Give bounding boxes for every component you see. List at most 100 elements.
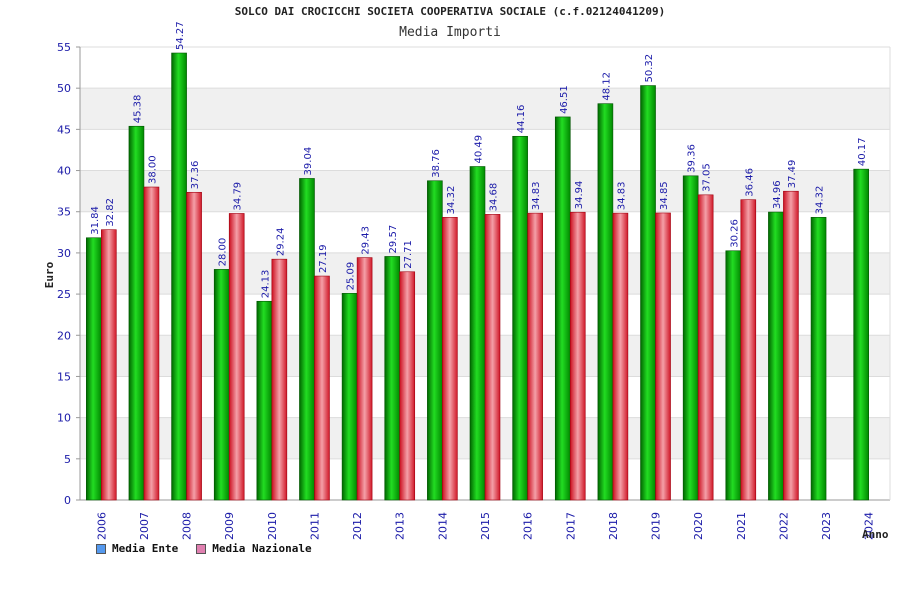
bar-media-ente [810,217,827,501]
data-label: 34.83 [531,181,542,210]
x-tick-label: 2021 [735,512,748,540]
data-label: 34.85 [659,181,670,210]
data-label: 39.36 [687,144,698,173]
bar-media-ente [86,237,102,501]
bar-media-ente [213,269,230,501]
data-label: 38.76 [431,149,442,178]
data-label: 37.49 [787,160,798,189]
y-axis-label: Euro [43,261,56,288]
bar-media-ente [256,300,273,501]
y-tick-label: 50 [57,82,71,95]
data-label: 32.82 [105,198,116,227]
y-tick-label: 0 [64,494,71,507]
bar-media-nazionale [484,214,501,501]
bar-media-nazionale [186,191,202,501]
bar-media-ente [469,166,486,501]
data-label: 50.32 [644,54,655,83]
y-tick-label: 25 [57,288,71,301]
data-label: 34.83 [616,181,627,210]
x-tick-label: 2016 [522,512,535,540]
legend: Media Ente Media Nazionale [96,542,312,555]
bar-media-ente [682,175,699,501]
data-label: 27.19 [318,244,329,273]
legend-label-media-nazionale: Media Nazionale [212,542,312,555]
bar-media-nazionale [527,212,543,501]
bar-media-nazionale [783,190,799,501]
y-tick-label: 20 [57,329,71,342]
data-label: 29.43 [361,226,372,255]
x-tick-label: 2013 [394,512,407,540]
x-tick-label: 2008 [181,512,194,540]
data-label: 27.71 [403,240,414,269]
data-label: 54.27 [175,21,186,50]
data-label: 39.04 [303,147,314,176]
bar-media-nazionale [569,211,586,501]
data-label: 36.46 [744,168,755,197]
bar-media-ente [384,256,401,501]
x-axis-label: Anno [862,528,889,541]
x-tick-label: 2018 [607,512,620,540]
data-label: 31.84 [90,206,101,235]
bar-media-nazionale [101,229,117,501]
y-tick-label: 5 [64,453,71,466]
bar-media-nazionale [399,271,416,501]
x-tick-label: 2014 [436,512,449,540]
y-tick-label: 15 [57,370,71,383]
x-tick-label: 2017 [564,512,577,540]
grid-band [80,47,890,89]
grid-band [80,129,890,171]
data-label: 29.24 [275,228,286,257]
y-tick-label: 10 [57,412,71,425]
data-label: 34.94 [574,181,585,210]
data-label: 34.32 [815,186,826,215]
x-tick-label: 2019 [650,512,663,540]
x-tick-label: 2009 [223,512,236,540]
legend-item-media-ente: Media Ente [96,542,178,555]
y-tick-label: 40 [57,165,71,178]
bar-media-ente [299,178,315,501]
bar-media-ente [512,135,528,501]
bar-media-ente [171,52,187,501]
x-tick-label: 2006 [95,512,108,540]
bar-media-nazionale [612,212,629,501]
legend-swatch-media-nazionale [196,543,207,554]
bar-media-nazionale [697,194,714,501]
bar-media-nazionale [655,212,671,501]
data-label: 40.17 [857,138,868,167]
data-label: 34.32 [446,186,457,215]
data-label: 34.96 [772,180,783,209]
y-tick-label: 30 [57,247,71,260]
chart-subtitle: Media Importi [399,25,501,40]
bar-media-ente [853,168,869,501]
bar-media-nazionale [356,257,373,501]
x-tick-label: 2020 [692,512,705,540]
x-tick-label: 2010 [266,512,279,540]
data-label: 34.79 [233,182,244,211]
data-label: 38.00 [147,155,158,184]
x-tick-label: 2022 [777,512,790,540]
data-label: 30.26 [729,219,740,248]
bar-media-nazionale [314,275,330,501]
x-tick-label: 2011 [308,512,321,540]
bar-media-ente [725,250,742,501]
y-tick-label: 45 [57,123,71,136]
x-tick-label: 2012 [351,512,364,540]
bar-media-ente [128,125,145,501]
bar-media-ente [554,116,571,501]
bar-media-ente [768,211,784,501]
bar-media-nazionale [442,217,458,501]
legend-item-media-nazionale: Media Nazionale [196,542,312,555]
data-label: 29.57 [388,225,399,254]
x-tick-label: 2023 [820,512,833,540]
data-label: 46.51 [559,85,570,114]
y-tick-label: 35 [57,206,71,219]
bar-media-ente [640,85,656,501]
grid-band [80,88,890,130]
bar-media-ente [341,293,358,501]
bar-media-nazionale [740,199,757,501]
legend-label-media-ente: Media Ente [112,542,179,555]
data-label: 37.05 [702,163,713,192]
bar-media-nazionale [228,213,245,501]
legend-swatch-media-ente [96,543,106,554]
